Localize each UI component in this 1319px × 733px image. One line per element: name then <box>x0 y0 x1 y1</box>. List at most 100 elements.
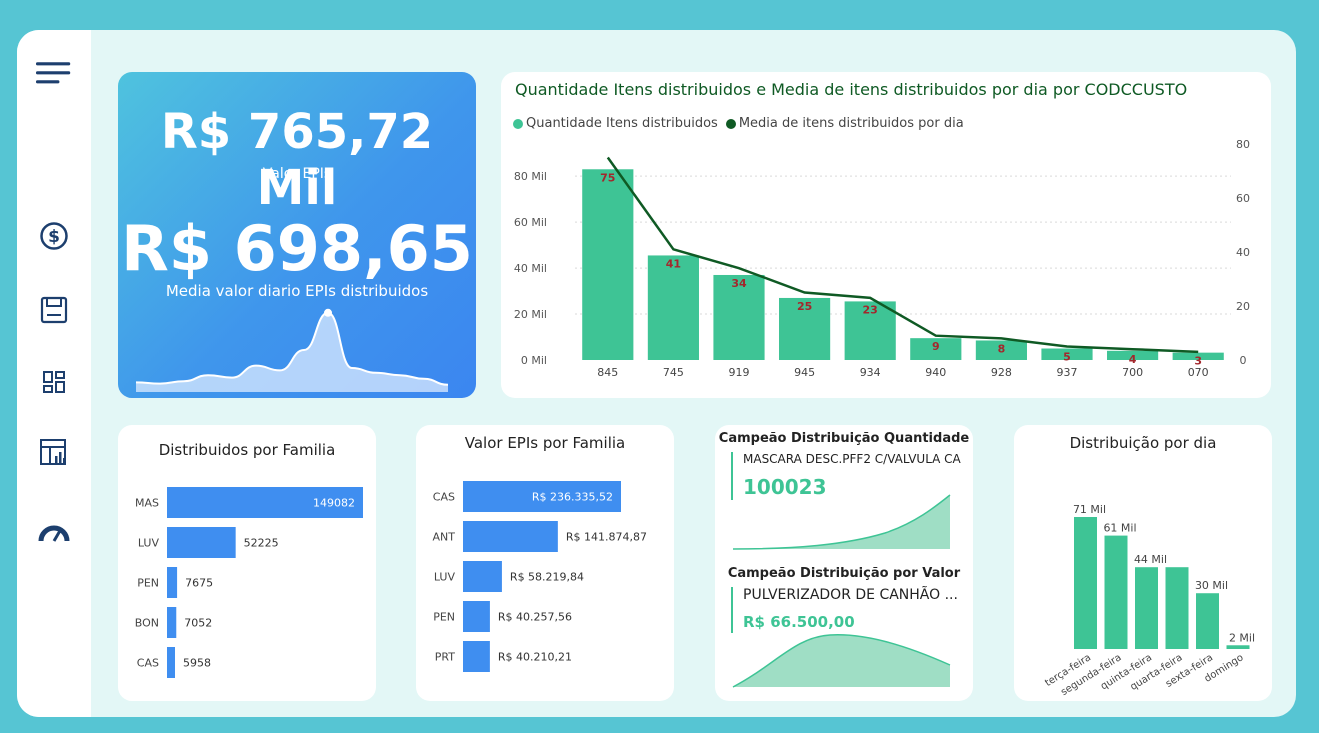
campeao-area-charts <box>732 494 951 688</box>
familia-card: Distribuidos por Familia MAS 149082 LUV 522… <box>118 425 376 701</box>
gauge-icon[interactable] <box>36 512 72 548</box>
kpi-daily-label: Media valor diario EPIs distribuidos <box>165 282 429 300</box>
dashboard-icon[interactable] <box>36 364 72 400</box>
combo-chart-title: Quantidade Itens distribuidos e Media de… <box>515 80 1188 99</box>
data-label: 4 <box>1129 353 1137 366</box>
svg-text:$: $ <box>48 227 60 247</box>
bar-dia <box>1226 645 1250 649</box>
bar-qtd-934 <box>844 301 896 360</box>
valor-familia-chart: CAS R$ 236.335,52 ANT R$ 141.874,87 LUV R$ 58… <box>433 481 647 672</box>
bar-qtd-845 <box>582 169 634 360</box>
bar-luv <box>167 527 236 558</box>
bar-cas <box>167 647 175 678</box>
bar-mas <box>167 487 363 518</box>
bar-pen <box>167 567 178 598</box>
dia-card: Distribuição por dia 71 Mil terça-feira 61… <box>1014 425 1272 701</box>
x-axis-tick-label: 934 <box>860 366 881 379</box>
legend-line-label: Media de itens distribuidos por dia <box>738 116 964 131</box>
category-label: PEN <box>433 611 455 624</box>
bar-dia <box>1196 593 1219 649</box>
y-axis-tick-label: 40 Mil <box>514 262 547 275</box>
category-label: CAS <box>137 657 159 670</box>
data-label: 23 <box>863 303 878 316</box>
data-label: 61 Mil <box>1103 522 1136 535</box>
bar-dia <box>1135 567 1158 649</box>
data-label: 71 Mil <box>1073 503 1106 516</box>
kpi-sparkline <box>135 308 449 392</box>
category-label: BON <box>135 617 159 630</box>
bar-qtd-745 <box>647 255 699 360</box>
combo-legend: Quantidade Itens distribuidos Media de i… <box>513 116 964 131</box>
category-label: CAS <box>433 491 455 504</box>
campeao-qtd-item: MASCARA DESC.PFF2 C/VALVULA CA <box>743 452 961 466</box>
campeao-valor-item: PULVERIZADOR DE CANHÃO ... <box>743 587 958 603</box>
campeao-qtd-value: 100023 <box>743 475 827 499</box>
y-axis-tick-label: 0 Mil <box>521 354 547 367</box>
category-label: LUV <box>434 571 456 584</box>
campeao-valor-value: R$ 66.500,00 <box>743 613 855 631</box>
data-label: 44 Mil <box>1134 553 1167 566</box>
bar-dia <box>1165 567 1189 649</box>
campeao-valor-area <box>733 634 950 687</box>
y2-axis-tick-label: 20 <box>1236 300 1250 313</box>
category-label: ANT <box>433 531 456 544</box>
y-axis-tick-label: 80 Mil <box>514 170 547 183</box>
legend-bar-marker <box>513 118 523 129</box>
x-axis-tick-label: 928 <box>991 366 1012 379</box>
line-media <box>606 156 1199 354</box>
bar-qtd-928 <box>975 340 1027 360</box>
bar-qtd-700 <box>1107 350 1159 360</box>
bar-prt <box>463 641 490 672</box>
campeao-valor-accent <box>731 587 733 633</box>
x-axis-tick-label: 919 <box>729 366 750 379</box>
x-axis-tick-label: 945 <box>794 366 815 379</box>
bar-qtd-940 <box>910 338 962 360</box>
valor-familia-card: Valor EPIs por Familia CAS R$ 236.335,52 A… <box>416 425 674 701</box>
data-label: 34 <box>731 277 747 290</box>
valor-familia-title: Valor EPIs por Familia <box>464 434 626 452</box>
kpi-total-value: R$ 765,72 Mil <box>160 104 434 216</box>
menu-icon[interactable] <box>36 55 72 91</box>
data-label: R$ 236.335,52 <box>532 491 613 504</box>
bar-ant <box>463 521 558 552</box>
data-label: 7052 <box>184 617 212 630</box>
legend-line-marker <box>725 118 736 129</box>
kpi-total-label: Valor EPIs <box>262 166 332 182</box>
category-label: PRT <box>435 651 455 664</box>
campeao-valor-title: Campeão Distribuição por Valor <box>727 566 961 581</box>
dollar-icon[interactable]: $ <box>36 218 72 254</box>
bar-dia <box>1074 517 1097 649</box>
data-label: R$ 141.874,87 <box>566 531 647 544</box>
y2-axis-tick-label: 60 <box>1236 192 1250 205</box>
bar-pen <box>463 601 490 632</box>
data-label: R$ 40.257,56 <box>498 611 572 624</box>
y-axis-tick-label: 20 Mil <box>514 308 547 321</box>
category-label: LUV <box>138 537 160 550</box>
data-label: 3 <box>1194 355 1202 368</box>
data-label: 75 <box>600 171 615 184</box>
campeao-valor-line <box>732 634 951 688</box>
x-axis-tick-label: 700 <box>1122 366 1143 379</box>
report-icon[interactable] <box>36 435 72 471</box>
bar-dia <box>1104 535 1128 649</box>
bar-qtd-070 <box>1172 352 1224 360</box>
campeao-qtd-area <box>733 495 950 549</box>
bar-qtd-945 <box>779 297 831 360</box>
data-label: 5958 <box>183 657 211 670</box>
kpi-daily-value: R$ 698,65 <box>121 212 473 285</box>
x-axis-tick-label: 940 <box>925 366 946 379</box>
bar-bon <box>167 607 177 638</box>
save-icon[interactable] <box>36 292 72 328</box>
bar-qtd-937 <box>1041 348 1093 360</box>
campeao-qtd-accent <box>731 452 733 500</box>
combo-chart-card: Quantidade Itens distribuidos e Media de… <box>501 72 1271 398</box>
data-label: 149082 <box>313 497 355 510</box>
data-label: 9 <box>932 340 940 353</box>
data-label: 8 <box>998 342 1006 355</box>
legend-bar-label: Quantidade Itens distribuidos <box>526 116 718 131</box>
x-axis-tick-label: 070 <box>1188 366 1209 379</box>
bar-cas <box>463 481 621 512</box>
category-label: MAS <box>135 497 159 510</box>
data-label: 25 <box>797 300 812 313</box>
